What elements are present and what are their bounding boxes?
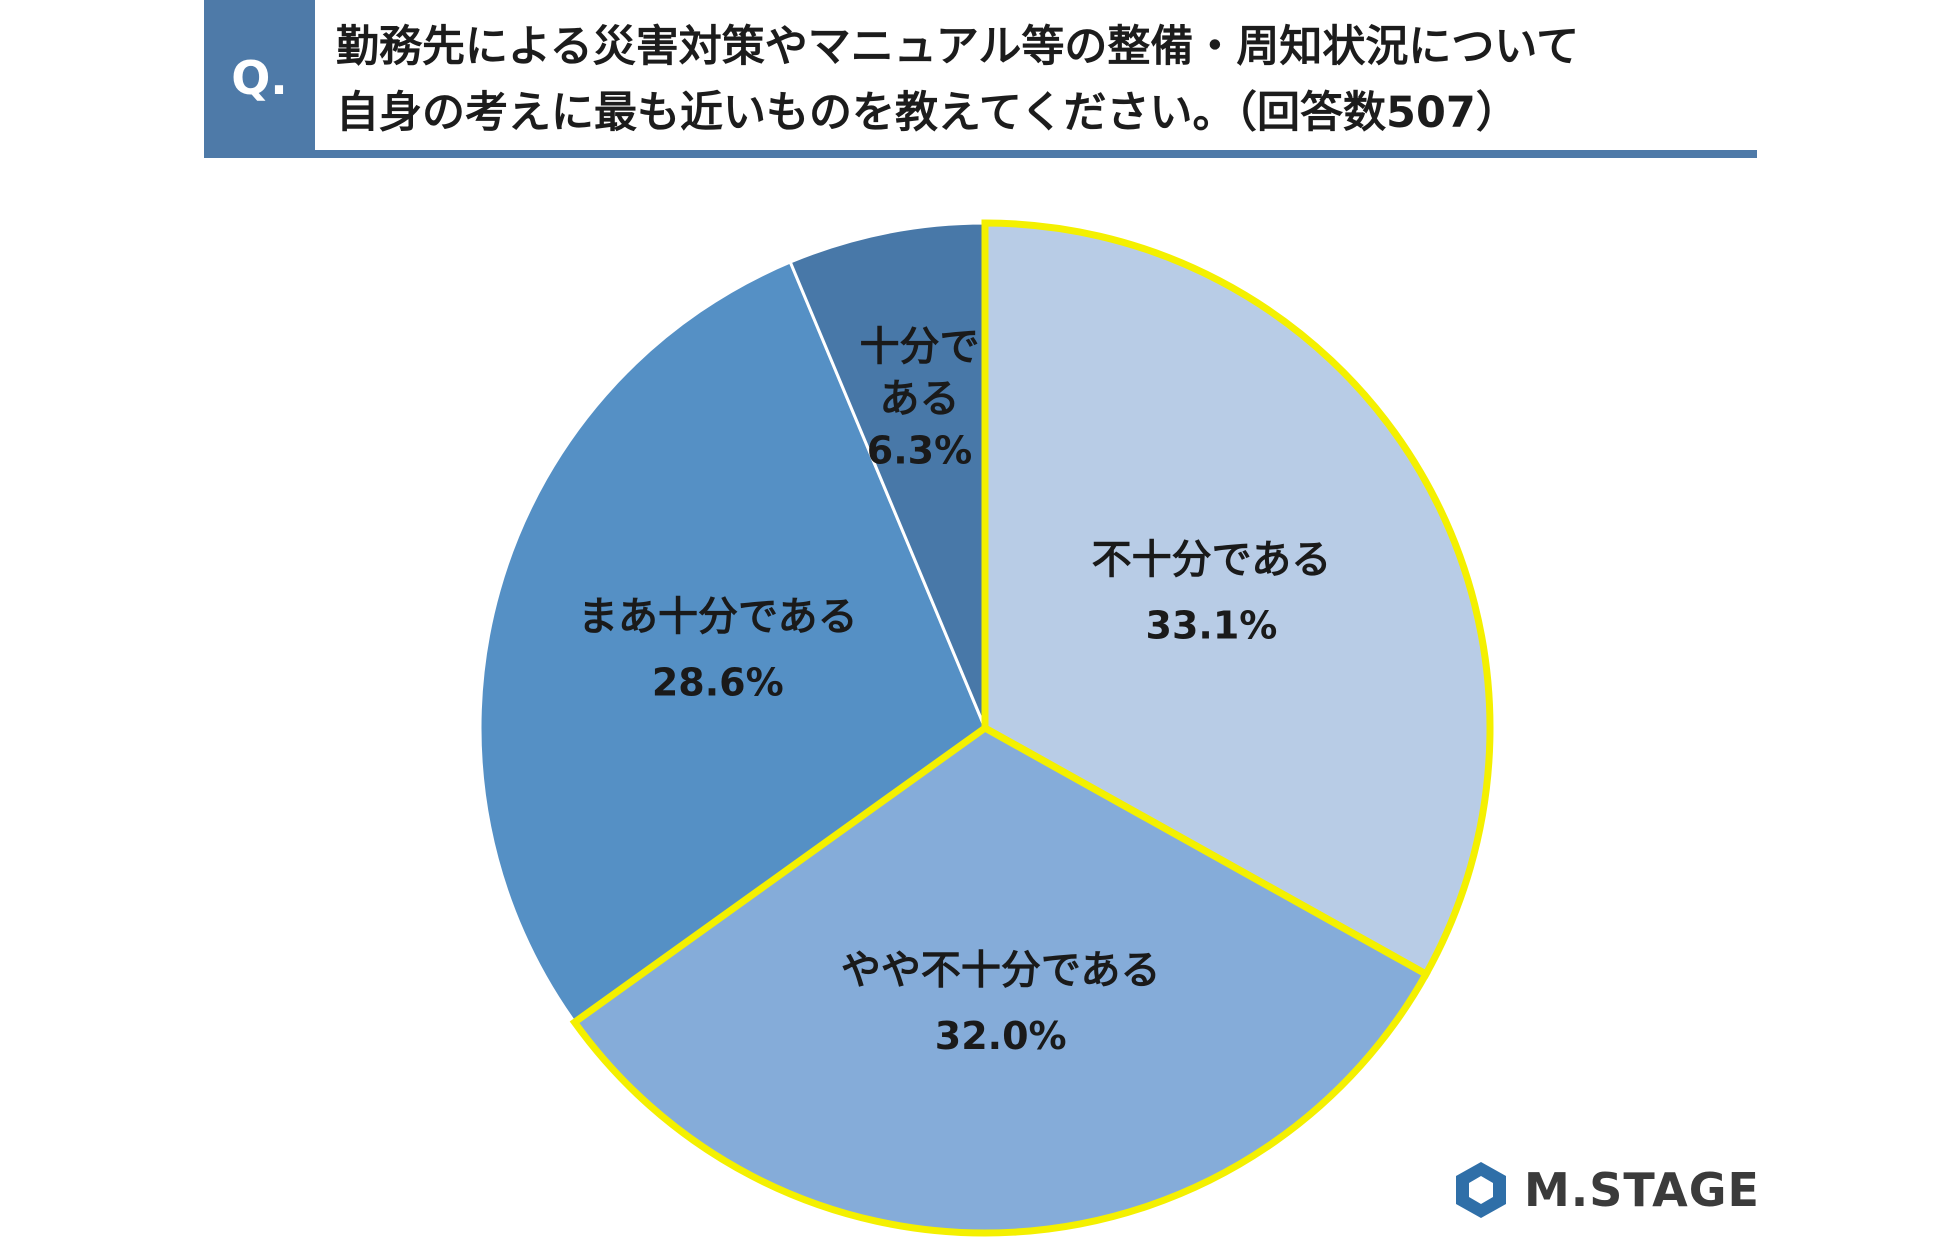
slice-category-label-1: 不十分である [1092,537,1332,583]
slice-value-label-3: 28.6% [652,661,784,705]
brand-logo-text: M.STAGE [1524,1163,1760,1217]
question-line-2: 自身の考えに最も近いものを教えてください。（回答数507） [336,88,1519,138]
pie-slice-4 [788,221,987,729]
pie-slice-3 [478,260,987,1025]
question-header: Q. 勤務先による災害対策やマニュアル等の整備・周知状況について 自身の考えに最… [204,0,1757,160]
slice-category-label-3: まあ十分である [578,594,858,640]
pie-slice-highlight-2 [569,723,1431,1237]
slice-value-label-2: 32.0% [935,1014,1067,1058]
hexagon-logo-icon [1456,1162,1506,1218]
question-badge-label: Q. [231,51,288,105]
question-line-1: 勤務先による災害対策やマニュアル等の整備・周知状況について [336,22,1580,72]
slice-category-label-4: 十分で [859,324,979,370]
slice-value-label-4: 6.3% [867,429,972,473]
question-badge: Q. [204,0,315,156]
question-text: 勤務先による災害対策やマニュアル等の整備・周知状況について 自身の考えに最も近い… [336,14,1756,146]
header-underline [204,150,1757,158]
pie-slice-highlight-1 [981,219,1494,979]
slice-category-label-4: ある [879,376,959,422]
brand-logo: M.STAGE [1452,1160,1760,1220]
slice-category-label-2: やや不十分である [841,947,1161,993]
slice-value-label-1: 33.1% [1146,604,1278,648]
